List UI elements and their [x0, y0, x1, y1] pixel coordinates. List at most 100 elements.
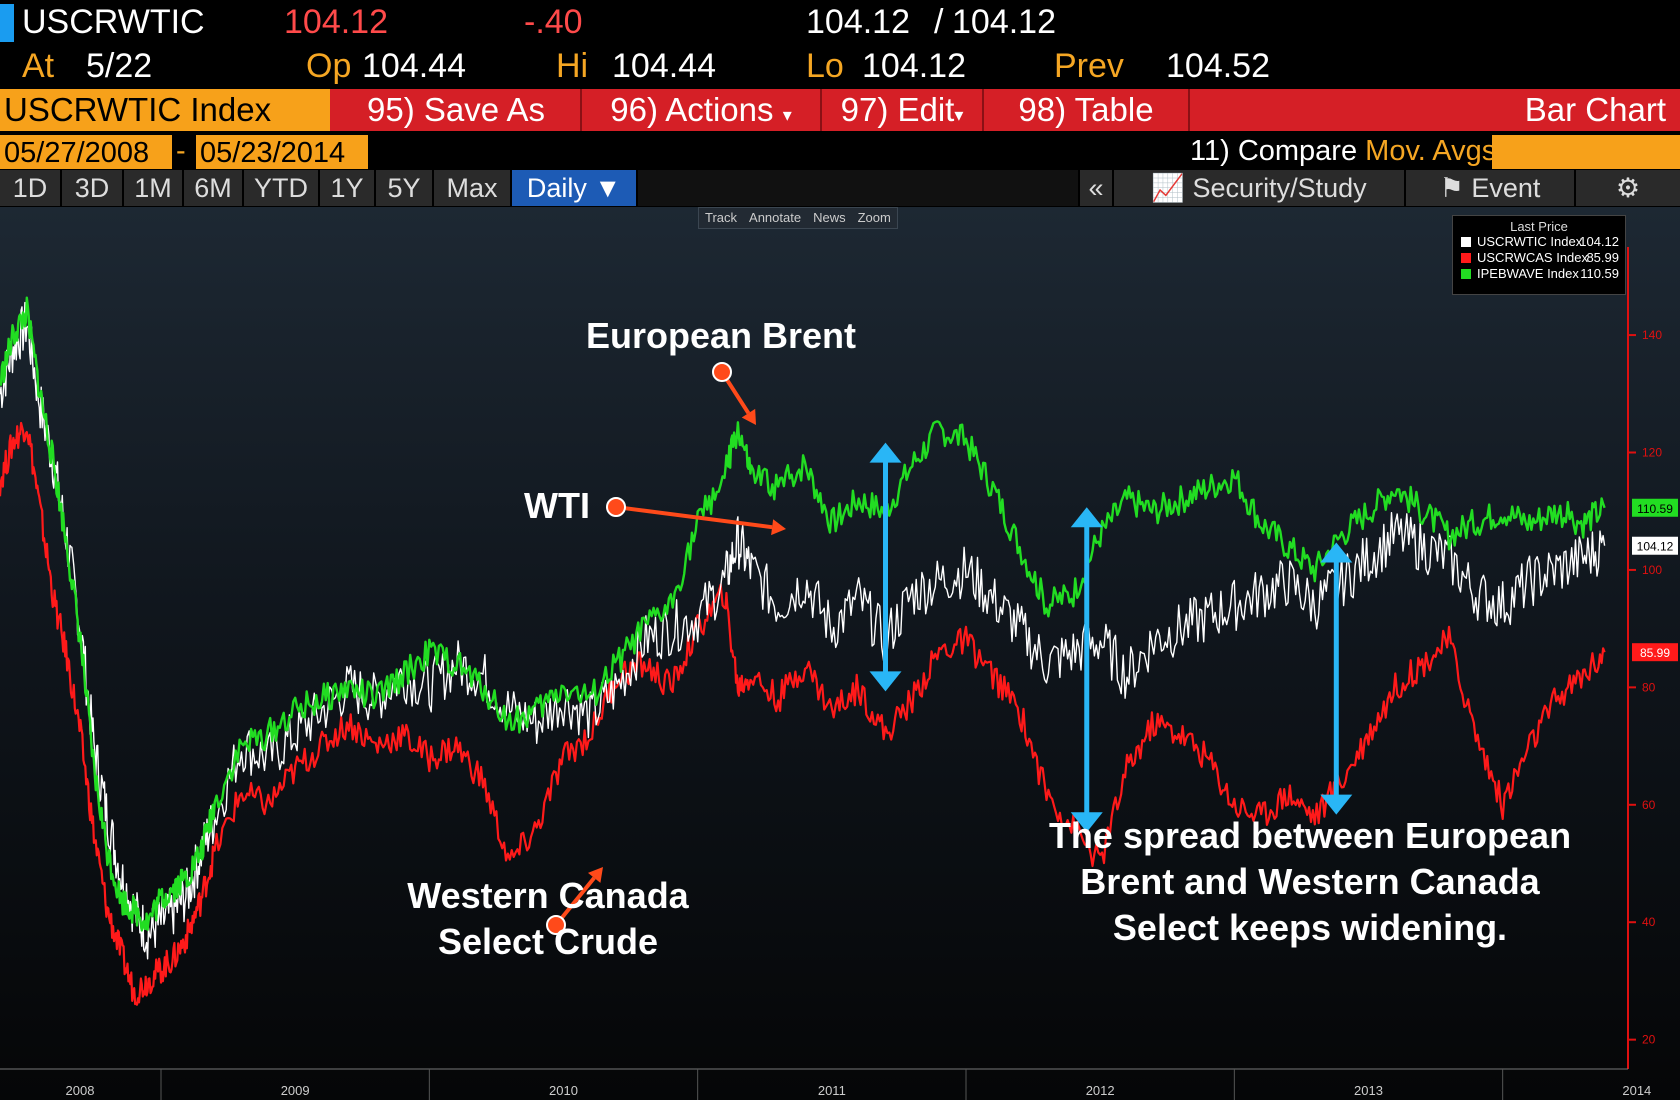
pointer-wcs-head	[587, 867, 603, 883]
zoom-button[interactable]: Zoom	[857, 210, 891, 225]
series-wcs-line	[0, 421, 1606, 1006]
y-tick-label: 80	[1642, 680, 1656, 694]
chart-study-icon: 📈	[1151, 173, 1186, 203]
x-tick-label: 2011	[818, 1083, 846, 1098]
pointer-brent-dot	[712, 362, 732, 382]
y-tick-label: 60	[1642, 798, 1656, 812]
prev-label: Prev	[1054, 47, 1124, 85]
mov-avgs-label[interactable]: Mov. Avgs	[1365, 135, 1497, 167]
period-3d[interactable]: 3D	[62, 170, 124, 206]
price-chart: 20 40 60 80 100 120 140 2008 2009 2010 2011 2012 201…	[0, 207, 1680, 1100]
period-1y[interactable]: 1Y	[320, 170, 376, 206]
y-tick-label: 100	[1642, 563, 1662, 577]
annotation-spread-line-3: Select keeps widening.	[1112, 907, 1508, 948]
series-wti-line	[0, 301, 1606, 960]
news-button[interactable]: News	[813, 210, 846, 225]
actions-label: 96) Actions	[610, 91, 774, 128]
annotate-button[interactable]: Annotate	[749, 210, 802, 225]
bid: 104.12	[806, 3, 910, 41]
pointer-wcs	[554, 876, 596, 927]
date-range-row: 05/27/2008 - 05/23/2014 11) Compare Mov.…	[0, 133, 1680, 169]
actions-menu[interactable]: 96) Actions ▾	[582, 89, 822, 131]
annotation-wcs: Western Canada Select Crude	[400, 873, 696, 965]
spread-arrow-head-top	[869, 442, 902, 463]
event-button[interactable]: ⚑ Event	[1404, 170, 1574, 206]
pointer-wcs-dot	[546, 915, 566, 935]
chevron-down-icon: ▾	[782, 105, 792, 125]
x-tick-label: 2008	[66, 1083, 95, 1098]
last-price: 104.12	[284, 3, 388, 41]
save-as-button[interactable]: 95) Save As	[332, 89, 582, 131]
legend: Last Price USCRWTIC Index 104.12 USCRWCAS…	[1452, 215, 1626, 295]
security-study-button[interactable]: 📈 Security/Study	[1112, 170, 1404, 206]
table-button[interactable]: 98) Table	[984, 89, 1190, 131]
last-tag-wcs	[1632, 643, 1678, 662]
annotation-spread-line-1: The spread between European	[1048, 815, 1572, 856]
x-tick-label: 2012	[1086, 1083, 1115, 1098]
series-brent-line	[0, 296, 1606, 932]
chart-type-label: Bar Chart	[1524, 91, 1666, 128]
annotation-brent: European Brent	[586, 315, 857, 356]
gear-icon[interactable]: ⚙	[1574, 170, 1680, 206]
x-tick-label: 2010	[549, 1083, 578, 1098]
period-1m[interactable]: 1M	[124, 170, 184, 206]
security-study-label: Security/Study	[1192, 173, 1367, 203]
security-marker	[0, 4, 14, 42]
pointer-wti-head	[771, 519, 786, 536]
period-ytd[interactable]: YTD	[244, 170, 320, 206]
legend-item-brent: IPEBWAVE Index 110.59	[1453, 266, 1625, 282]
legend-item-wti: USCRWTIC Index 104.12	[1453, 234, 1625, 250]
at-value: 5/22	[86, 47, 153, 85]
annotation-wcs-line-1: Western Canada	[407, 875, 689, 916]
edit-label: 97) Edit	[840, 91, 955, 128]
compare-label: 11) Compare	[1190, 135, 1358, 167]
annotation-spread-line-2: Brent and Western Canada	[1080, 861, 1540, 902]
x-tick-label: 2014	[1622, 1083, 1651, 1098]
spread-arrow-head-bottom	[1320, 794, 1353, 815]
low-value: 104.12	[862, 47, 966, 85]
legend-title: Last Price	[1510, 219, 1568, 234]
net-change: -.40	[524, 3, 583, 41]
period-5y[interactable]: 5Y	[376, 170, 434, 206]
chart-canvas: 20 40 60 80 100 120 140 2008 2009 2010 2011 2012 201…	[0, 247, 1678, 1100]
last-tag-brent	[1632, 498, 1678, 517]
mini-toolbar: Track Annotate News Zoom	[698, 207, 898, 229]
x-tick-label: 2009	[281, 1083, 310, 1098]
period-1d[interactable]: 1D	[0, 170, 62, 206]
last-tag-wcs-text: 85.99	[1640, 646, 1670, 660]
track-button[interactable]: Track	[705, 210, 738, 225]
last-tag-brent-text: 110.59	[1637, 502, 1673, 516]
spread-arrow-head-bottom	[1070, 812, 1103, 833]
period-max[interactable]: Max	[434, 170, 512, 206]
bid-ask-separator: /	[934, 3, 944, 41]
legend-item-wcs: USCRWCAS Index 85.99	[1453, 250, 1625, 266]
pointer-brent-head	[741, 408, 756, 425]
spread-arrow-head-bottom	[869, 671, 902, 692]
open-value: 104.44	[362, 47, 466, 85]
last-tag-wti-text: 104.12	[1637, 540, 1674, 554]
spread-arrow-head-top	[1070, 507, 1103, 528]
quote-row-1: USCRWTIC 104.12 -.40 104.12 / 104.12	[0, 0, 1680, 44]
chevron-down-icon: ▾	[954, 105, 964, 125]
period-6m[interactable]: 6M	[184, 170, 244, 206]
last-tag-wti	[1632, 536, 1678, 555]
end-date-input[interactable]: 05/23/2014	[196, 135, 368, 169]
high-value: 104.44	[612, 47, 716, 85]
flag-icon: ⚑	[1439, 173, 1464, 203]
y-tick-label: 120	[1642, 446, 1662, 460]
pointer-wti	[615, 505, 773, 530]
y-tick-label: 140	[1642, 328, 1662, 342]
ask: 104.12	[952, 3, 1056, 41]
event-label: Event	[1471, 173, 1541, 203]
security-field[interactable]: USCRWTIC Index	[0, 89, 330, 131]
compare-menu[interactable]: 11) Compare Mov. Avgs	[1190, 133, 1496, 169]
start-date-input[interactable]: 05/27/2008	[0, 135, 172, 169]
low-label: Lo	[806, 47, 844, 85]
compare-field[interactable]	[1492, 135, 1680, 169]
edit-menu[interactable]: 97) Edit▾	[822, 89, 984, 131]
toolbar: USCRWTIC Index 95) Save As 96) Actions ▾…	[0, 89, 1680, 131]
pointer-wti-dot	[606, 497, 626, 517]
collapse-icon[interactable]: «	[1078, 170, 1112, 206]
ticker: USCRWTIC	[22, 3, 205, 41]
frequency-dropdown[interactable]: Daily ▼	[512, 170, 638, 206]
